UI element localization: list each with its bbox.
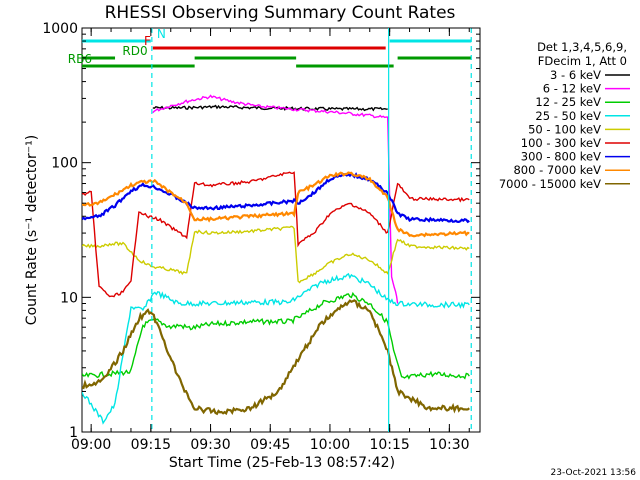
legend-header-0: Det 1,3,4,5,6,9, [537,40,627,54]
legend-label-2: 12 - 25 keV [535,95,601,109]
x-axis-label: Start Time (25-Feb-13 08:57:42) [169,455,395,471]
series-line-7 [82,171,470,238]
x-tick-label-2: 09:30 [190,437,230,453]
legend-label-6: 300 - 800 keV [521,150,601,164]
series-line-5 [82,171,470,298]
flag-label-rb6: RB6 [68,52,92,66]
legend-label-7: 800 - 7000 keV [513,163,601,177]
x-tick-label-1: 09:15 [131,437,171,453]
flag-label-rd0: RD0 [122,44,147,58]
legend-label-0: 3 - 6 keV [550,68,601,82]
x-tick-label-6: 10:30 [429,437,469,453]
plot-frame [81,27,481,433]
legend-label-3: 25 - 50 keV [535,109,601,123]
series-line-8 [82,299,470,416]
series-line-3 [82,272,470,425]
y-axis-label: Count Rate (s⁻¹ detector⁻¹) [24,135,40,325]
legend-label-5: 100 - 300 keV [521,136,601,150]
generated-timestamp: 23-Oct-2021 13:56 [551,468,637,478]
series-line-4 [82,225,470,284]
x-tick-label-4: 10:00 [310,437,350,453]
legend-label-4: 50 - 100 keV [528,122,601,136]
series-line-2 [82,291,470,380]
flag-label-f: F [144,34,151,48]
series-line-6 [82,171,470,224]
y-tick-label-1: 10 [60,290,78,306]
y-tick-label-2: 100 [51,156,78,172]
legend-label-1: 6 - 12 keV [543,82,601,96]
legend-header-1: FDecim 1, Att 0 [538,54,627,68]
series-line-0 [152,104,388,112]
legend-label-8: 7000 - 15000 keV [499,177,601,191]
y-tick-label-3: 1000 [42,21,78,37]
x-tick-label-5: 10:15 [369,437,409,453]
y-tick-label-0: 1 [69,425,78,441]
x-tick-label-3: 09:45 [250,437,290,453]
x-tick-label-0: 09:00 [71,437,111,453]
chart-title: RHESSI Observing Summary Count Rates [105,3,456,23]
flag-label-n: N [157,27,166,41]
series-line-1 [152,94,399,304]
